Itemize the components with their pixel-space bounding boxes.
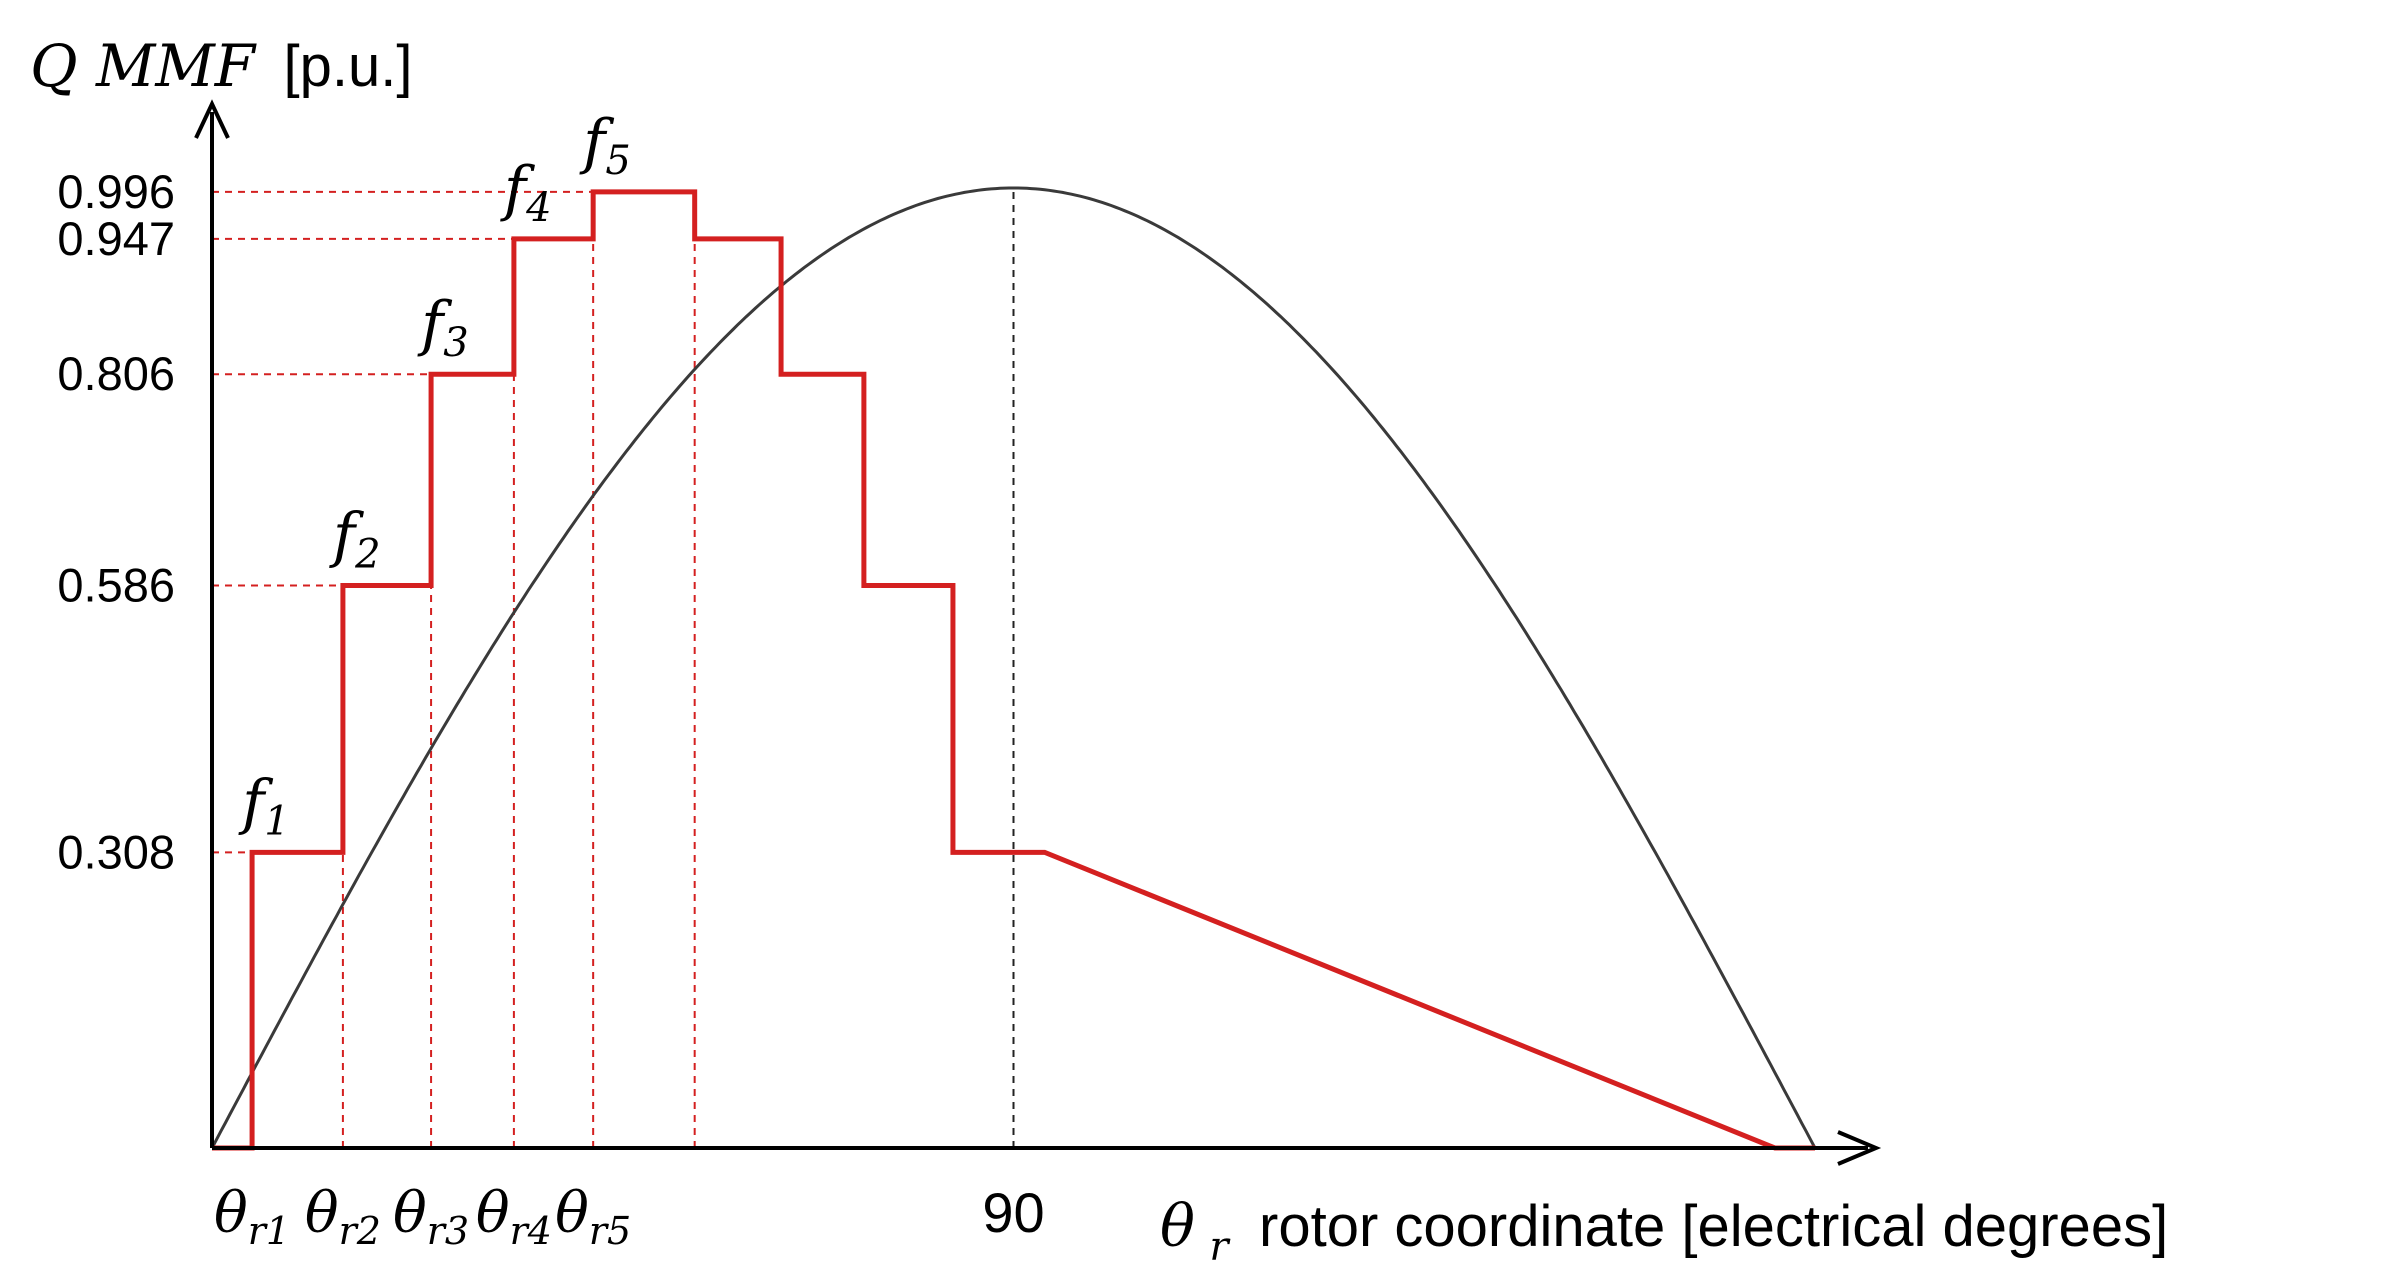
y-axis-unit: [p.u.]	[284, 34, 413, 99]
step-label: f1	[238, 767, 290, 844]
y-tick-label: 0.806	[57, 347, 175, 400]
x-tick-label: θr3	[393, 1181, 469, 1253]
x-axis-subscript: r	[1209, 1224, 1231, 1270]
step-labels: f1 f2 f3 f4 f5	[238, 107, 631, 844]
step-label: f4	[500, 154, 552, 231]
step-label: f2	[329, 500, 381, 577]
x-axis-arrow	[1837, 1130, 1882, 1166]
x-tick-label: 90	[982, 1181, 1044, 1244]
y-tick-label: 0.996	[57, 165, 175, 218]
x-tick-labels: θr1 θr2 θr3 θr4 θr5 90	[214, 1181, 1045, 1253]
y-axis-label: Q MMF [p.u.]	[30, 32, 413, 100]
guide-lines	[212, 188, 1015, 1148]
step-waveform	[212, 189, 1815, 1151]
y-axis-symbol: Q MMF	[30, 32, 257, 100]
x-tick-label: θr1	[214, 1181, 290, 1253]
step-label: f3	[417, 289, 469, 366]
x-tick-label: θr2	[305, 1181, 381, 1253]
y-tick-label: 0.947	[57, 212, 175, 265]
x-tick-label: θr5	[555, 1181, 631, 1253]
y-tick-label: 0.586	[57, 558, 175, 611]
y-tick-label: 0.308	[57, 825, 175, 878]
y-axis-arrow	[194, 99, 230, 139]
x-axis-label: θ r rotor coordinate [electrical degrees…	[1160, 1192, 2168, 1273]
sine-curve	[210, 186, 1817, 1149]
x-axis-text: rotor coordinate [electrical degrees]	[1259, 1194, 2168, 1259]
axes	[194, 99, 1882, 1166]
x-tick-label: θr4	[476, 1181, 552, 1253]
step-label: f5	[579, 107, 631, 184]
x-axis-symbol: θ	[1160, 1192, 1195, 1260]
